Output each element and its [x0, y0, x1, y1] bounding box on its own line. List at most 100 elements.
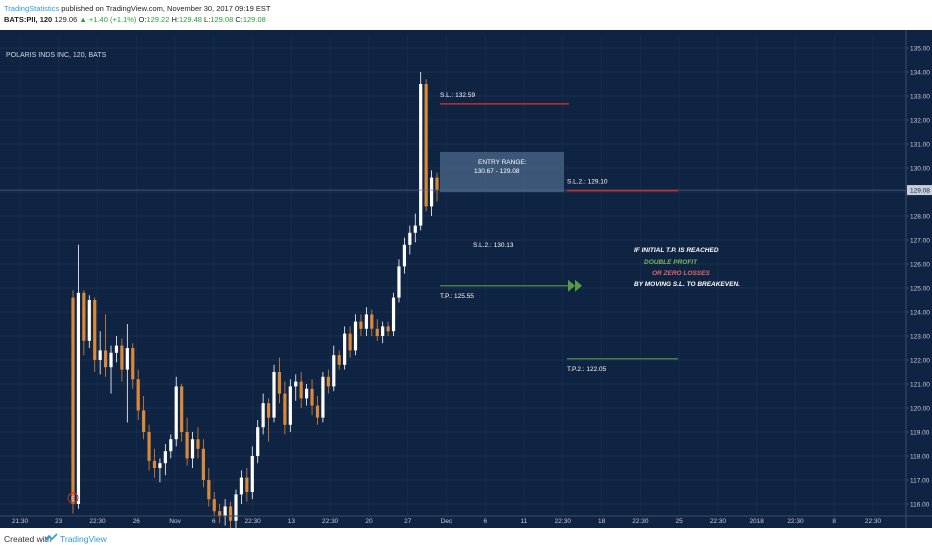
low-value: 129.08 [210, 15, 234, 24]
candle-body [218, 511, 222, 516]
candle-body [337, 355, 341, 365]
candle-body [402, 244, 407, 267]
candle-body [305, 388, 309, 399]
candle-body [163, 451, 167, 464]
candle-body [169, 439, 173, 452]
trade-levels: ENTRY RANGE: 130.67 - 129.08 S.L.: 132.59 S… [0, 92, 906, 373]
candle-body [413, 225, 417, 233]
candle-body [152, 460, 157, 468]
stop-loss-label: S.L.: 132.59 [440, 92, 475, 99]
x-tick-label: Nov [169, 518, 181, 525]
chart-title: POLARIS INDS INC, 120, BATS [6, 52, 107, 59]
candle-body [87, 300, 91, 341]
created-with-label: Created with [4, 534, 52, 544]
candle-body [359, 321, 363, 329]
x-tick-label: 22:30 [865, 518, 882, 525]
grid [0, 36, 906, 516]
candle-body [201, 448, 205, 480]
candle-body [272, 372, 276, 418]
y-tick-label: 133.00 [910, 94, 930, 101]
y-tick-label: 117.00 [910, 478, 930, 485]
candles: E [67, 72, 439, 528]
high-label: H: [171, 15, 179, 24]
y-tick-label: 134.00 [910, 70, 930, 77]
candle-body [256, 427, 260, 456]
candle-body [234, 494, 238, 521]
candle-body [223, 506, 227, 516]
author-link[interactable]: TradingStatistics [4, 4, 60, 13]
y-tick-label: 123.00 [910, 334, 930, 341]
y-tick-label: 126.00 [910, 262, 930, 269]
candle-body [98, 350, 102, 360]
x-tick-label: 27 [404, 518, 412, 525]
candle-body [190, 439, 195, 459]
x-tick-label: Dec [441, 518, 453, 525]
annotation-line-2: DOUBLE PROFIT [644, 259, 698, 266]
footer: Created with TradingView [0, 528, 932, 550]
candle-body [93, 300, 97, 360]
stop-loss-2-label: S.L.2.: 129.10 [567, 179, 608, 186]
tradingview-link[interactable]: TradingView [60, 534, 107, 544]
candle-body [245, 477, 249, 492]
candle-body [125, 348, 129, 370]
candle-body [353, 321, 358, 351]
chart-background [0, 30, 932, 528]
entry-range-box [440, 151, 564, 193]
double-arrow-icon [568, 279, 582, 292]
up-arrow-icon: ▲ [79, 15, 87, 24]
candle-body [82, 292, 86, 341]
tradingview-logo-icon [44, 533, 58, 542]
candle-body [381, 326, 385, 336]
candle-body [142, 410, 146, 432]
x-tick-label: 22:30 [244, 518, 261, 525]
candle-body [277, 372, 282, 394]
y-tick-label: 125.00 [910, 286, 930, 293]
x-tick-label: 6 [483, 518, 487, 525]
x-tick-label: 21:30 [12, 518, 29, 525]
close-value: 129.08 [242, 15, 266, 24]
x-tick-label: 22:30 [322, 518, 339, 525]
open-value: 129.22 [146, 15, 170, 24]
last-price-badge-label: 129.08 [910, 188, 930, 195]
y-tick-label: 116.00 [910, 502, 930, 509]
x-tick-label: 2018 [749, 518, 764, 525]
x-tick-label: 22:30 [710, 518, 727, 525]
last-price-badge [907, 185, 932, 196]
candle-body [332, 355, 336, 387]
candle-body [207, 480, 211, 500]
candle-body [386, 326, 390, 332]
candle-body [391, 297, 396, 332]
annotation-line-3: OR ZERO LOSSES [652, 270, 710, 277]
x-tick-label: 18 [598, 518, 606, 525]
y-tick-label: 119.00 [910, 430, 930, 437]
candle-body [408, 232, 412, 245]
y-tick-label: 124.00 [910, 310, 930, 317]
candlestick-chart[interactable]: E ENTRY RANGE: 130.67 - 129.08 S.L.: 132.5… [0, 30, 932, 528]
entry-range-values: 130.67 - 129.08 [474, 168, 520, 175]
candle-body [228, 506, 233, 521]
axes: 135.00 134.00 133.00 132.00 131.00 130.00 129.… [0, 30, 932, 528]
chart-header: TradingStatistics published on TradingVi… [0, 0, 932, 30]
candle-body [250, 456, 254, 492]
candle-body [348, 333, 352, 351]
candle-body [370, 314, 374, 329]
x-tick-label: 25 [676, 518, 684, 525]
take-profit-2-label: T.P.2.: 122.05 [567, 366, 607, 373]
candle-body [326, 376, 330, 387]
y-tick-label: 122.00 [910, 358, 930, 365]
stop-loss-2-alt-label: S.L.2.: 130.13 [473, 242, 514, 249]
candle-body [419, 84, 423, 226]
take-profit-label: T.P.: 125.55 [440, 293, 474, 300]
x-tick-label: 22:30 [555, 518, 572, 525]
candle-body [136, 379, 140, 411]
x-tick-label: 11 [521, 518, 528, 525]
candle-body [196, 439, 200, 449]
candle-body [131, 348, 135, 380]
x-tick-label: 13 [288, 518, 296, 525]
y-tick-label: 135.00 [910, 46, 930, 53]
event-marker-label: E [71, 497, 75, 503]
open-label: O: [138, 15, 147, 24]
x-tick-label: 20 [365, 518, 373, 525]
annotation-line-1: IF INITIAL T.P. IS REACHED [634, 247, 719, 254]
x-tick-label: 23 [55, 518, 63, 525]
